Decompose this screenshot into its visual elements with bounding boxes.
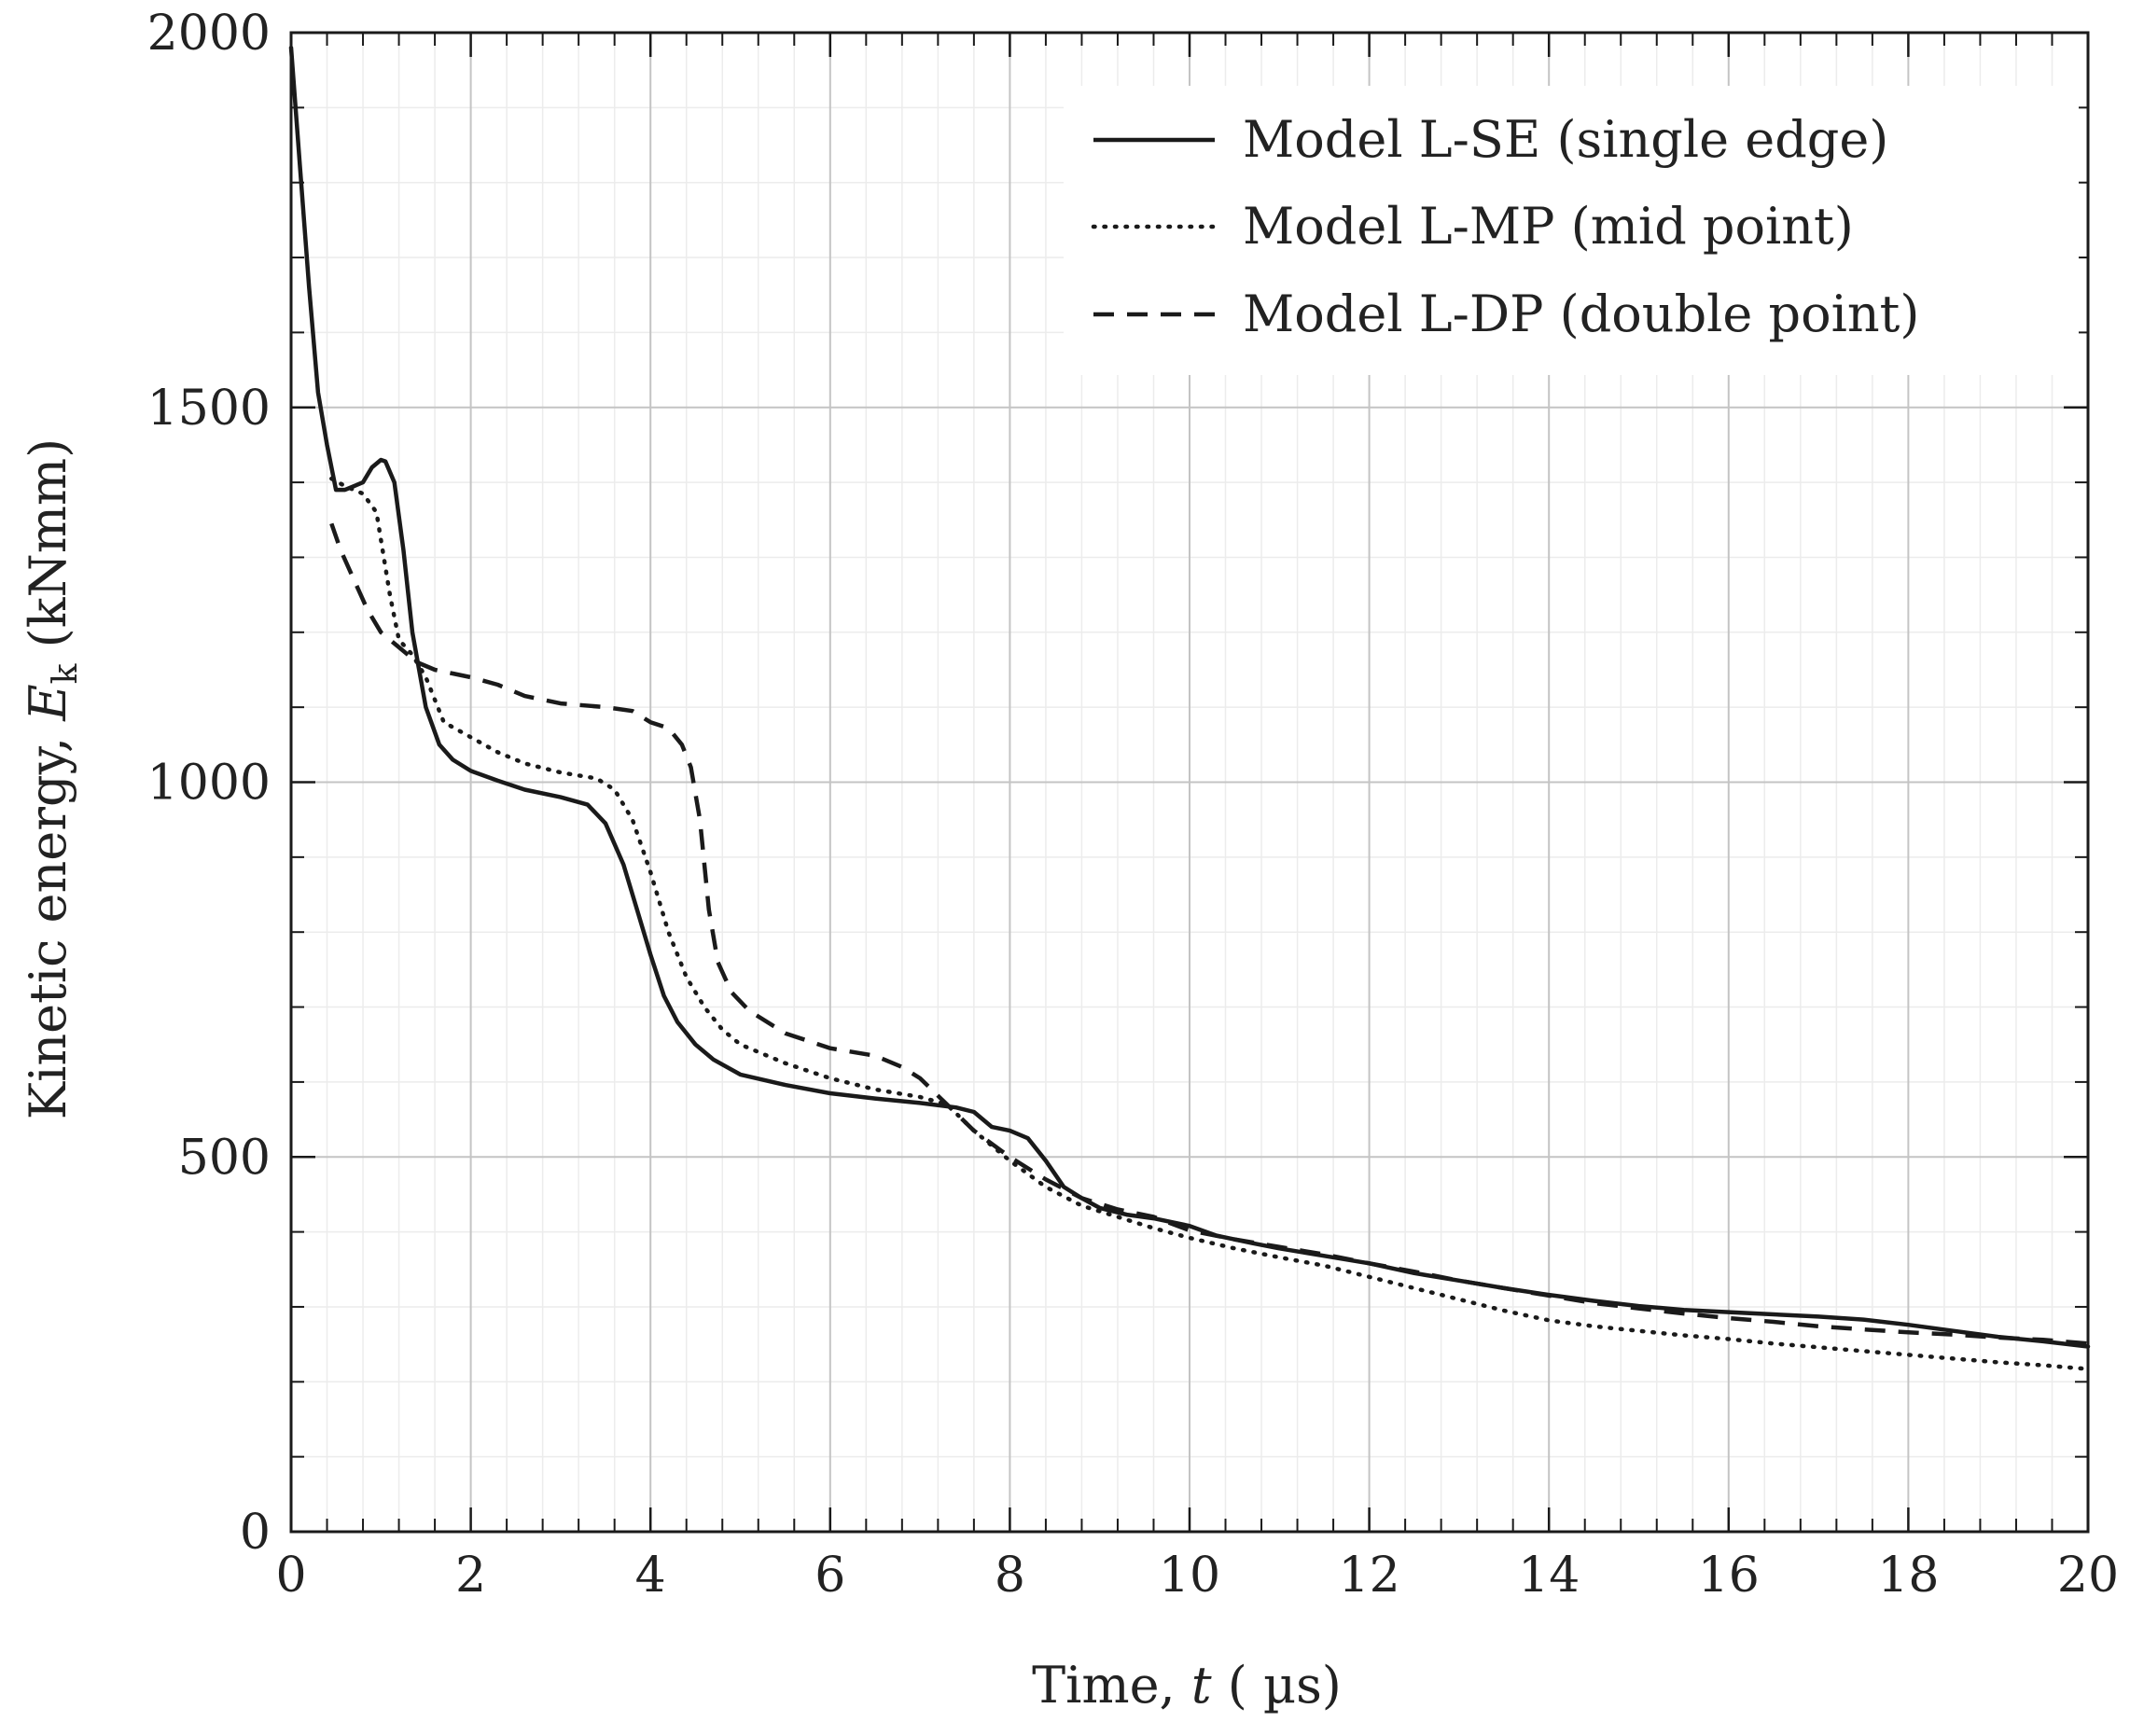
- legend-box: [1064, 86, 2079, 375]
- x-tick-label: 10: [1159, 1548, 1220, 1604]
- series-line-l-dp: [329, 522, 2089, 1346]
- x-tick-label: 2: [455, 1548, 486, 1604]
- series-line-l-se: [288, 45, 2091, 1349]
- x-tick-label: 20: [2057, 1548, 2119, 1604]
- x-tick-label: 12: [1339, 1548, 1400, 1604]
- y-axis-title: Kinetic energy, Ek (kNmm): [19, 438, 85, 1119]
- y-tick-label: 2000: [147, 6, 271, 62]
- axis-ticks: [289, 31, 2090, 1534]
- legend-label-l-se: Model L-SE (single edge): [1243, 110, 1888, 169]
- x-tick-label: 4: [635, 1548, 666, 1604]
- x-tick-label: 16: [1698, 1548, 1760, 1604]
- y-tick-labels: 0 500 1000 1500 2000: [147, 6, 271, 1561]
- x-tick-label: 0: [275, 1548, 306, 1604]
- x-tick-labels: 0 2 4 6 8 10 12 14 16 18 20: [275, 1548, 2119, 1604]
- y-tick-label: 1500: [147, 381, 271, 437]
- y-tick-label: 0: [240, 1505, 271, 1561]
- legend: Model L-SE (single edge) Model L-MP (mid…: [1064, 86, 2079, 375]
- legend-label-l-dp: Model L-DP (double point): [1243, 285, 1919, 343]
- series-layer: [288, 45, 2091, 1371]
- x-tick-label: 6: [814, 1548, 845, 1604]
- x-tick-label: 18: [1877, 1548, 1939, 1604]
- y-tick-label: 500: [178, 1130, 271, 1186]
- x-tick-label: 14: [1518, 1548, 1580, 1604]
- x-tick-label: 8: [995, 1548, 1025, 1604]
- x-axis-title: Time, t ( µs): [1032, 1656, 1342, 1715]
- y-tick-label: 1000: [147, 756, 271, 812]
- legend-label-l-mp: Model L-MP (mid point): [1243, 197, 1854, 256]
